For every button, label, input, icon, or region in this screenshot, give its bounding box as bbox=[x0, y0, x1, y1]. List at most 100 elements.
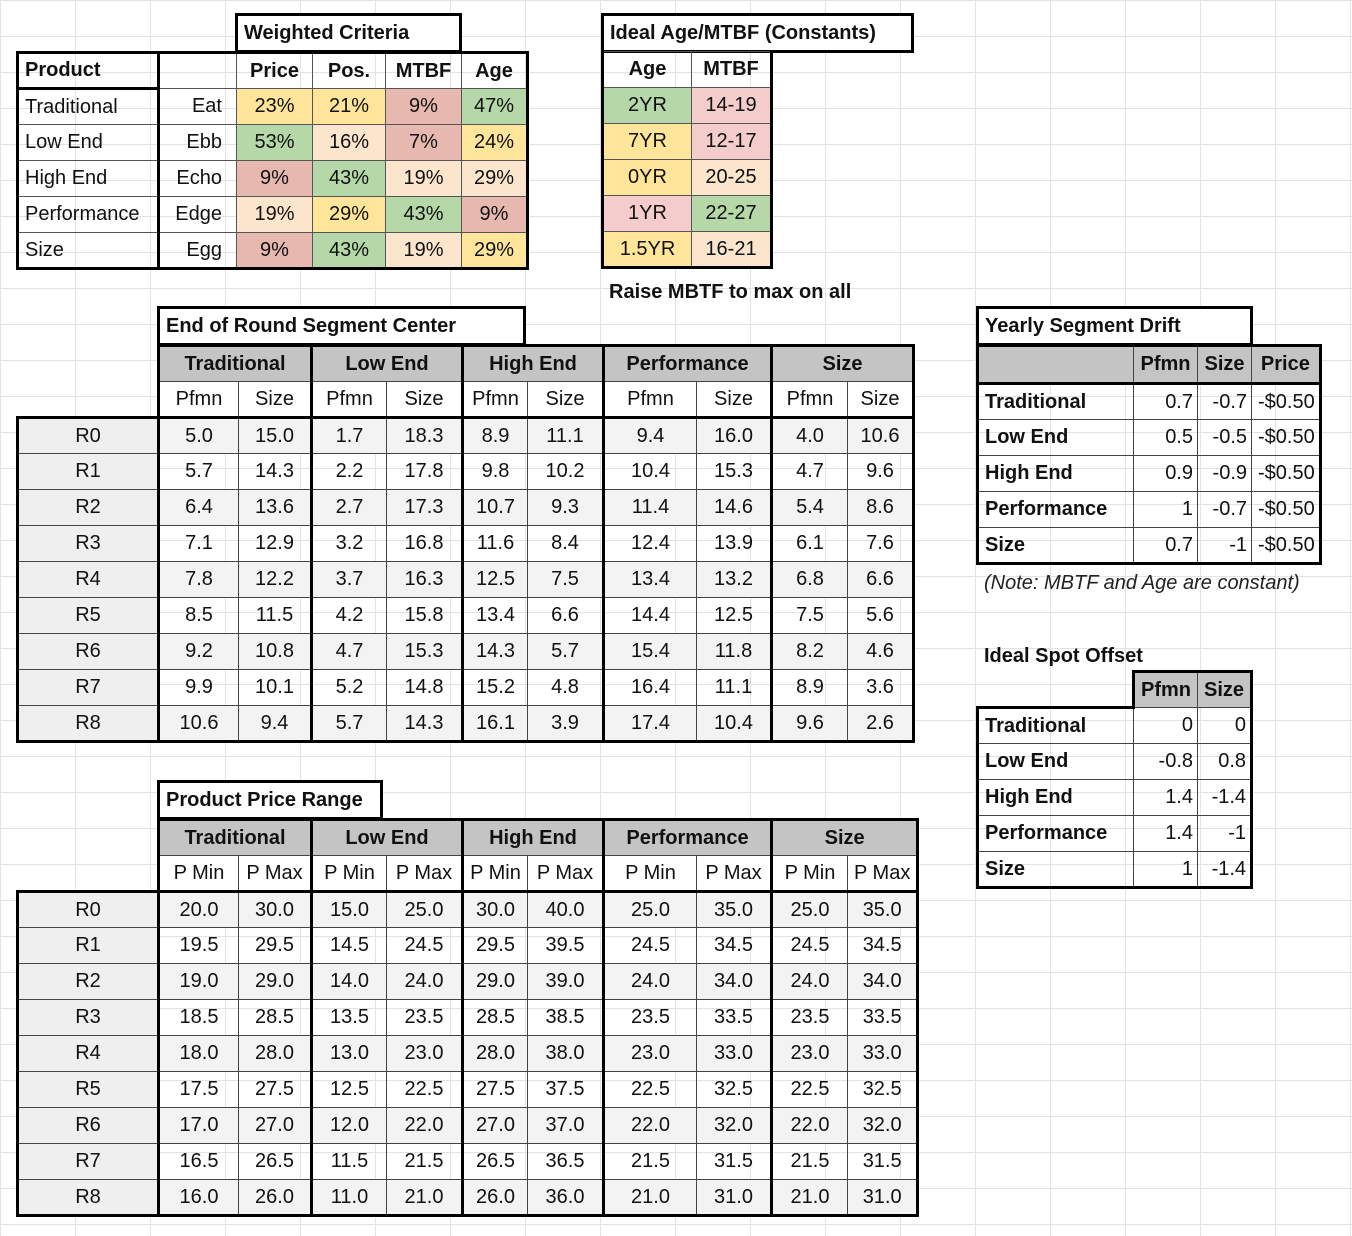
sub-header: Size bbox=[238, 381, 312, 418]
offset-value: 0 bbox=[1196, 707, 1254, 744]
cell-value: 14.3 bbox=[238, 453, 312, 490]
cell-value: 5.7 bbox=[527, 633, 604, 670]
product-name: Egg bbox=[158, 232, 237, 269]
drift-value: -$0.50 bbox=[1251, 455, 1321, 492]
segment-header: Low End bbox=[310, 344, 463, 382]
cell-value: 25.0 bbox=[770, 890, 848, 928]
pos-header: Pos. bbox=[312, 52, 386, 89]
cell-value: 8.2 bbox=[770, 633, 848, 670]
cell-value: 14.0 bbox=[310, 963, 387, 1000]
cell-value: 7.5 bbox=[770, 597, 848, 634]
segment-center-table: Traditional Low End High End Performance Siz… bbox=[16, 344, 915, 743]
drift-value: -$0.50 bbox=[1251, 382, 1321, 420]
cell-value: 34.5 bbox=[846, 927, 920, 964]
raise-mtbf-note: Raise MBTF to max on all bbox=[609, 281, 852, 303]
product-name-header bbox=[158, 52, 237, 89]
price-range-table: Traditional Low End High End Performance Siz… bbox=[16, 818, 920, 1217]
cell-value: 28.0 bbox=[461, 1035, 528, 1072]
drift-header: Price bbox=[1251, 345, 1321, 384]
offset-row: Size 1 -1.4 bbox=[976, 851, 1254, 889]
cell-value: 33.0 bbox=[696, 1035, 772, 1072]
criteria-weight: 29% bbox=[461, 160, 529, 197]
cell-value: 30.0 bbox=[238, 890, 312, 928]
cell-value: 17.0 bbox=[157, 1107, 239, 1144]
drift-value: 0.7 bbox=[1133, 527, 1198, 564]
offset-row: Performance 1.4 -1 bbox=[976, 815, 1254, 852]
round-label: R2 bbox=[16, 963, 160, 1000]
cell-value: 22.5 bbox=[602, 1071, 697, 1108]
cell-value: 21.5 bbox=[602, 1143, 697, 1180]
cell-value: 19.0 bbox=[157, 963, 239, 1000]
cell-value: 16.4 bbox=[602, 669, 697, 706]
cell-value: 27.0 bbox=[238, 1107, 312, 1144]
age-header: Age bbox=[461, 52, 529, 89]
ideal-age-mtbf-row: 1YR 22-27 bbox=[602, 195, 772, 232]
criteria-weight: 9% bbox=[385, 88, 462, 125]
round-label: R6 bbox=[16, 1107, 160, 1144]
round-row: R5 8.5 11.5 4.2 15.8 13.4 6.6 14.4 12.5 7.5 5.6 bbox=[16, 597, 915, 634]
round-label: R4 bbox=[16, 561, 160, 598]
cell-value: 13.0 bbox=[310, 1035, 387, 1072]
cell-value: 15.3 bbox=[386, 633, 463, 670]
cell-value: 11.0 bbox=[310, 1179, 387, 1217]
cell-value: 2.6 bbox=[847, 705, 915, 743]
cell-value: 4.8 bbox=[527, 669, 604, 706]
criteria-weight: 24% bbox=[461, 124, 529, 161]
ideal-age-mtbf-row: 1.5YR 16-21 bbox=[602, 231, 772, 268]
sub-header: Size bbox=[696, 381, 772, 418]
cell-value: 8.6 bbox=[847, 489, 915, 526]
cell-value: 26.0 bbox=[461, 1179, 528, 1217]
sub-header: P Min bbox=[602, 855, 697, 892]
cell-value: 31.0 bbox=[696, 1179, 772, 1217]
segment-header: Performance bbox=[602, 818, 772, 856]
round-label: R4 bbox=[16, 1035, 160, 1072]
cell-value: 28.0 bbox=[238, 1035, 312, 1072]
criteria-weight: 19% bbox=[385, 160, 462, 197]
criteria-weight: 47% bbox=[461, 88, 529, 125]
segment-header-row: Traditional Low End High End Performance Siz… bbox=[18, 344, 915, 382]
blank-cell bbox=[18, 856, 159, 892]
segment-header: Size bbox=[769, 818, 920, 856]
cell-value: 9.2 bbox=[157, 633, 239, 670]
cell-value: 7.8 bbox=[157, 561, 239, 598]
ideal-age-mtbf-title: Ideal Age/MTBF (Constants) bbox=[601, 13, 914, 53]
weighted-criteria-title: Weighted Criteria bbox=[235, 13, 462, 53]
cell-value: 3.7 bbox=[310, 561, 387, 598]
drift-header: Pfmn bbox=[1133, 345, 1198, 384]
drift-note: (Note: MBTF and Age are constant) bbox=[984, 572, 1300, 594]
cell-value: 22.5 bbox=[386, 1071, 463, 1108]
cell-value: 10.4 bbox=[602, 453, 697, 490]
product-name: Echo bbox=[158, 160, 237, 197]
cell-value: 26.0 bbox=[238, 1179, 312, 1217]
sub-header: Size bbox=[527, 381, 604, 418]
drift-value: -$0.50 bbox=[1251, 491, 1321, 528]
ideal-age-mtbf-header-row: Age MTBF bbox=[602, 51, 772, 88]
round-row: R1 5.7 14.3 2.2 17.8 9.8 10.2 10.4 15.3 4.7 9.6 bbox=[16, 453, 915, 490]
offset-segment: Size bbox=[976, 851, 1134, 889]
cell-value: 33.5 bbox=[846, 999, 920, 1036]
cell-value: 11.5 bbox=[238, 597, 312, 634]
cell-value: 5.7 bbox=[310, 705, 387, 743]
cell-value: 16.5 bbox=[157, 1143, 239, 1180]
drift-segment: High End bbox=[977, 455, 1134, 492]
ideal-age: 1.5YR bbox=[602, 231, 692, 268]
sub-header: P Max bbox=[846, 855, 920, 892]
cell-value: 8.9 bbox=[770, 669, 848, 706]
cell-value: 16.0 bbox=[696, 416, 772, 454]
offset-value: 0.8 bbox=[1196, 743, 1254, 780]
drift-value: -$0.50 bbox=[1251, 419, 1321, 456]
round-label: R1 bbox=[16, 453, 160, 490]
offset-segment: Performance bbox=[976, 815, 1134, 852]
cell-value: 18.5 bbox=[157, 999, 239, 1036]
offset-row: Low End -0.8 0.8 bbox=[976, 743, 1254, 780]
cell-value: 10.6 bbox=[847, 416, 915, 454]
criteria-weight: 43% bbox=[312, 160, 386, 197]
cell-value: 2.2 bbox=[310, 453, 387, 490]
cell-value: 11.1 bbox=[527, 416, 604, 454]
segment-name: Performance bbox=[17, 196, 160, 233]
cell-value: 14.3 bbox=[461, 633, 528, 670]
cell-value: 9.4 bbox=[602, 416, 697, 454]
criteria-weight: 29% bbox=[312, 196, 386, 233]
cell-value: 24.5 bbox=[770, 927, 848, 964]
cell-value: 32.5 bbox=[696, 1071, 772, 1108]
